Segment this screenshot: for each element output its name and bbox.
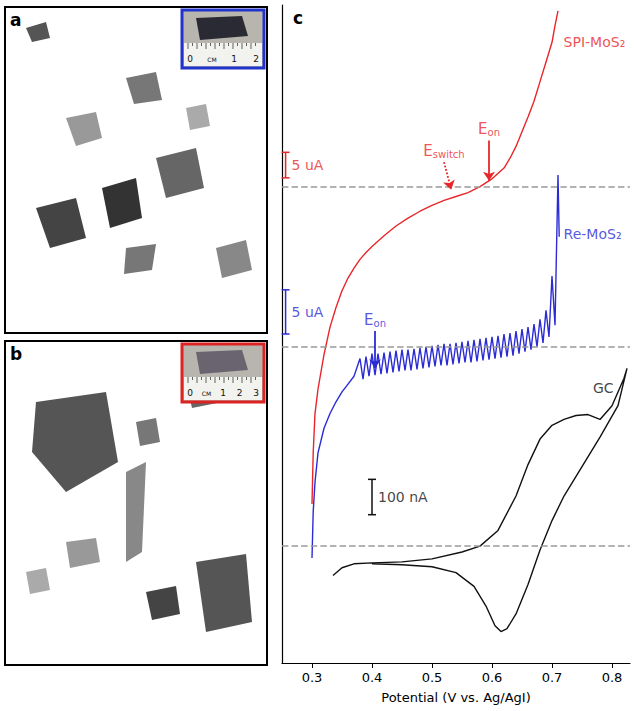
svg-text:0.8: 0.8 bbox=[602, 670, 623, 685]
svg-text:0.6: 0.6 bbox=[482, 670, 503, 685]
svg-text:switch: switch bbox=[433, 149, 465, 160]
svg-text:SPI-MoS₂: SPI-MoS₂ bbox=[564, 34, 626, 50]
svg-text:2: 2 bbox=[253, 54, 259, 64]
svg-text:0: 0 bbox=[187, 54, 193, 64]
svg-text:Re-MoS₂: Re-MoS₂ bbox=[564, 226, 622, 242]
svg-text:0.3: 0.3 bbox=[302, 670, 323, 685]
svg-text:5 uA: 5 uA bbox=[292, 304, 324, 320]
svg-text:E: E bbox=[364, 311, 373, 329]
svg-text:3: 3 bbox=[253, 388, 259, 398]
svg-text:Potential (V vs. Ag/AgI): Potential (V vs. Ag/AgI) bbox=[381, 690, 531, 705]
html-text:b: b bbox=[10, 344, 23, 364]
svg-text:E: E bbox=[423, 142, 432, 160]
svg-text:CM: CM bbox=[207, 56, 216, 63]
svg-text:0.7: 0.7 bbox=[542, 670, 563, 685]
svg-text:GC: GC bbox=[593, 380, 614, 396]
svg-text:CM: CM bbox=[202, 390, 211, 397]
svg-text:0: 0 bbox=[187, 388, 193, 398]
svg-text:2: 2 bbox=[237, 388, 243, 398]
svg-text:E: E bbox=[478, 120, 487, 138]
svg-text:0.4: 0.4 bbox=[362, 670, 383, 685]
svg-text:on: on bbox=[488, 127, 500, 138]
svg-text:on: on bbox=[374, 318, 386, 329]
svg-text:1: 1 bbox=[231, 54, 237, 64]
svg-text:1: 1 bbox=[220, 388, 226, 398]
svg-text:100 nA: 100 nA bbox=[378, 489, 428, 505]
svg-text:c: c bbox=[293, 8, 303, 28]
svg-text:5 uA: 5 uA bbox=[292, 157, 324, 173]
html-text:a: a bbox=[10, 10, 22, 30]
svg-text:0.5: 0.5 bbox=[422, 670, 443, 685]
